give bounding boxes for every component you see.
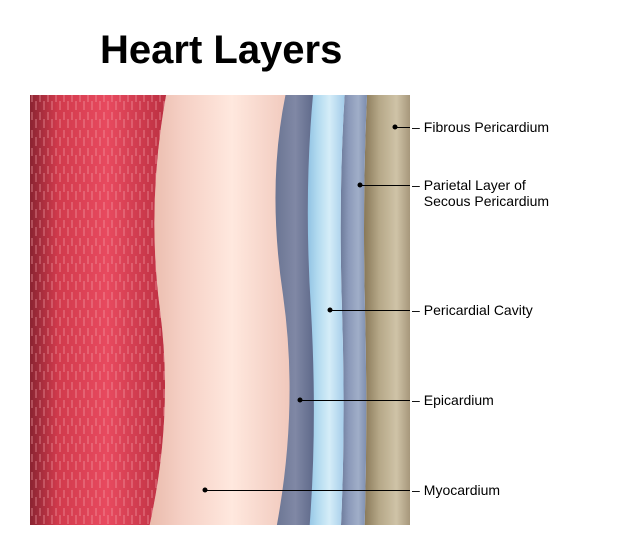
layer-myocardium-muscle — [30, 95, 170, 525]
leader-dot — [203, 488, 208, 493]
dash-icon: – — [412, 119, 420, 135]
dash-icon: – — [412, 302, 420, 318]
label-row: –Parietal Layer ofSecous Pericardium — [412, 177, 549, 209]
leader-line — [360, 185, 410, 186]
label-text: Parietal Layer ofSecous Pericardium — [424, 177, 549, 209]
leader-dot — [393, 125, 398, 130]
leader-line — [205, 490, 410, 491]
label-row: –Fibrous Pericardium — [412, 119, 549, 135]
leader-line — [330, 310, 410, 311]
label-row: –Myocardium — [412, 482, 500, 498]
label-row: –Pericardial Cavity — [412, 302, 533, 318]
label-text: Pericardial Cavity — [424, 302, 533, 318]
page-title: Heart Layers — [100, 28, 342, 73]
label-text: Myocardium — [424, 482, 500, 498]
dash-icon: – — [412, 177, 420, 193]
dash-icon: – — [412, 392, 420, 408]
label-row: –Epicardium — [412, 392, 494, 408]
leader-dot — [328, 308, 333, 313]
labels-container: –Fibrous Pericardium–Parietal Layer ofSe… — [410, 95, 610, 525]
dash-icon: – — [412, 482, 420, 498]
label-text: Epicardium — [424, 392, 494, 408]
leader-dot — [358, 183, 363, 188]
label-text: Fibrous Pericardium — [424, 119, 549, 135]
leader-line — [300, 400, 410, 401]
leader-dot — [298, 398, 303, 403]
layer-myocardium-inner — [145, 95, 290, 525]
